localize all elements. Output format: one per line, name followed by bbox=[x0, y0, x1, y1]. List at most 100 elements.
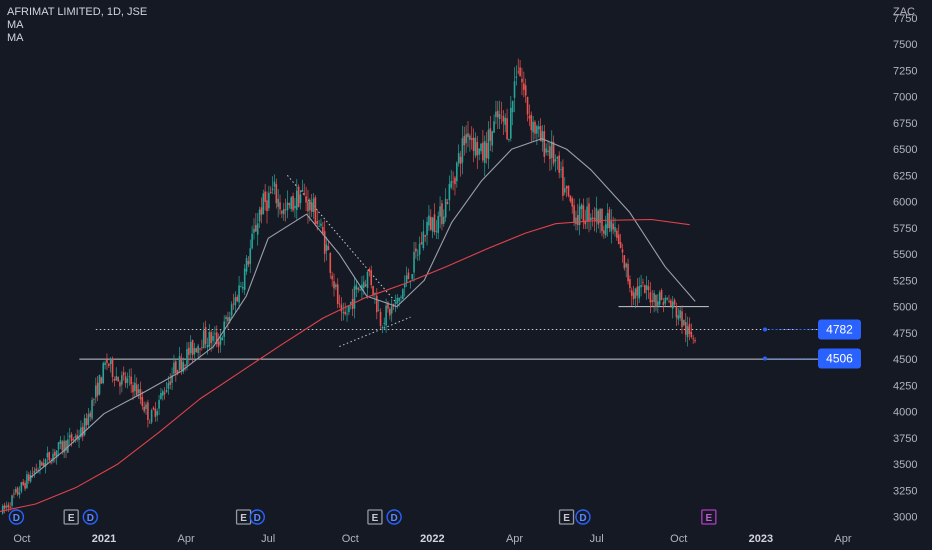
earnings-marker[interactable] bbox=[701, 509, 717, 525]
x-tick-label: Oct bbox=[13, 533, 30, 545]
candle-body bbox=[228, 316, 231, 322]
candle-body bbox=[11, 495, 13, 506]
candle-body bbox=[521, 78, 523, 83]
candle-body bbox=[122, 372, 125, 376]
candle-body bbox=[513, 81, 516, 98]
y-tick-label: 6000 bbox=[893, 197, 917, 209]
candle-body bbox=[603, 230, 605, 234]
line-handle[interactable] bbox=[763, 327, 767, 332]
candle-body bbox=[433, 214, 436, 233]
candle-body bbox=[1, 506, 4, 514]
candle-body bbox=[619, 242, 622, 249]
candle-body bbox=[599, 208, 601, 223]
earnings-marker[interactable] bbox=[558, 509, 575, 525]
candle-body bbox=[201, 347, 203, 348]
candle-body bbox=[638, 286, 641, 299]
candle-body bbox=[361, 284, 363, 291]
trend-line[interactable] bbox=[339, 316, 411, 347]
candle-body bbox=[249, 248, 252, 264]
candle-body bbox=[485, 143, 488, 158]
candle-body bbox=[541, 131, 544, 142]
candle-body bbox=[489, 128, 492, 141]
candle-body bbox=[621, 249, 624, 253]
candle-body bbox=[221, 337, 224, 341]
dividend-marker[interactable] bbox=[386, 509, 402, 525]
price-labels: 4782 4506 bbox=[818, 319, 861, 369]
dividend-marker[interactable] bbox=[249, 509, 265, 525]
candle-body bbox=[474, 137, 477, 156]
x-tick-label: 2022 bbox=[420, 533, 444, 545]
candle-body bbox=[383, 322, 386, 324]
candle-body bbox=[284, 209, 287, 211]
candle-body bbox=[14, 489, 17, 493]
earnings-marker[interactable] bbox=[367, 509, 383, 525]
candle-body bbox=[502, 115, 505, 122]
candle-body bbox=[78, 437, 80, 441]
y-tick-label: 5750 bbox=[893, 223, 917, 235]
price-axis[interactable]: 3000 3250 3500 3750 4000 4250 4500 4750 5000 5250… bbox=[893, 6, 917, 524]
indicator-ma-1[interactable]: MA bbox=[7, 19, 24, 31]
earnings-marker-label: E bbox=[68, 513, 75, 524]
candle-body bbox=[580, 204, 583, 210]
candle-body bbox=[111, 358, 114, 378]
candle-body bbox=[312, 198, 315, 213]
candle-body bbox=[610, 221, 613, 232]
candle-body bbox=[543, 131, 546, 157]
candle-body bbox=[459, 156, 462, 165]
price-badge-label: 4506 bbox=[826, 351, 853, 365]
candle-body bbox=[94, 385, 97, 398]
candle-body bbox=[565, 186, 568, 189]
candle-body bbox=[547, 150, 549, 153]
candle-body bbox=[530, 114, 533, 131]
candle-body bbox=[416, 254, 419, 256]
x-tick-label: Apr bbox=[506, 533, 523, 545]
indicator-ma-2[interactable]: MA bbox=[7, 32, 24, 44]
candle-body bbox=[632, 292, 635, 300]
dividend-marker[interactable] bbox=[82, 509, 99, 525]
candle-body bbox=[13, 493, 15, 495]
candle-body bbox=[91, 399, 93, 419]
candle-body bbox=[476, 142, 479, 156]
candle-body bbox=[688, 323, 691, 335]
time-axis[interactable]: Oct 2021 Apr Jul Oct 2022 Apr Jul Oct 2023 Apr bbox=[13, 533, 852, 545]
y-tick-label: 3500 bbox=[893, 459, 917, 471]
candle-body bbox=[7, 504, 10, 508]
candle-body bbox=[381, 326, 384, 328]
symbol-title[interactable]: AFRIMAT LIMITED, 1D, JSE bbox=[7, 6, 148, 18]
candle-body bbox=[72, 439, 75, 441]
dividend-marker[interactable] bbox=[575, 509, 591, 525]
line-handle[interactable] bbox=[763, 356, 767, 361]
dividend-marker[interactable] bbox=[8, 509, 25, 525]
candle-body bbox=[154, 408, 157, 417]
candle-body bbox=[534, 121, 536, 134]
candle-body bbox=[89, 412, 92, 417]
candle-body bbox=[294, 205, 296, 209]
candle-body bbox=[188, 347, 190, 355]
candle-body bbox=[467, 133, 469, 138]
candle-body bbox=[236, 296, 239, 302]
candle-body bbox=[396, 297, 399, 304]
candle-body bbox=[625, 263, 627, 268]
candle-body bbox=[189, 342, 192, 354]
candle-body bbox=[353, 286, 356, 309]
candle-body bbox=[567, 185, 570, 196]
candle-body bbox=[275, 184, 278, 204]
candle-body bbox=[74, 436, 77, 439]
candle-body bbox=[604, 224, 607, 236]
candle-body bbox=[199, 348, 201, 350]
candle-body bbox=[437, 215, 440, 233]
candle-body bbox=[87, 414, 90, 425]
candle-body bbox=[483, 140, 486, 163]
earnings-marker[interactable] bbox=[63, 509, 79, 525]
candle-body bbox=[472, 137, 475, 152]
candle-body bbox=[295, 190, 298, 210]
candle-body bbox=[684, 322, 687, 335]
candle-body bbox=[269, 191, 272, 194]
candle-body bbox=[193, 348, 196, 355]
y-tick-label: 4500 bbox=[893, 354, 917, 366]
candle-body bbox=[85, 418, 88, 426]
candle-body bbox=[176, 370, 179, 373]
